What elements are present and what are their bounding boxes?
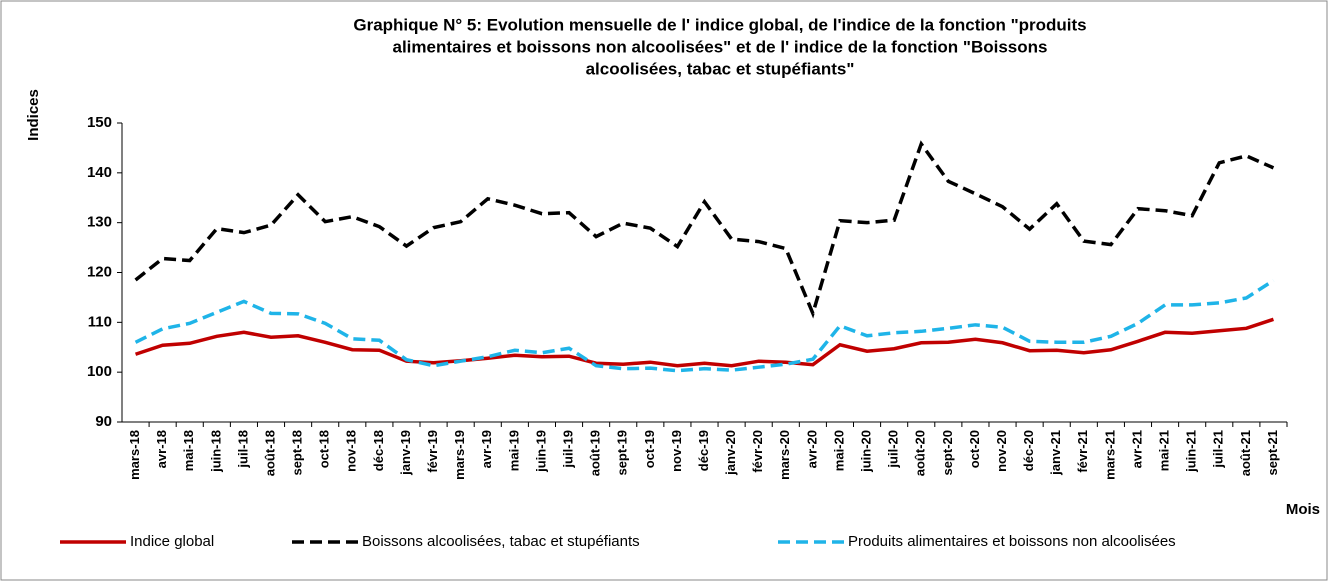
- x-tick-label: juin-18: [208, 430, 223, 473]
- x-tick-label: janv-20: [723, 430, 738, 476]
- x-tick-label: sept-21: [1265, 430, 1280, 476]
- x-tick-label: févr-19: [425, 430, 440, 473]
- x-tick-label: août-21: [1238, 430, 1253, 476]
- x-tick-label: juil-20: [886, 430, 901, 469]
- x-tick-label: oct-18: [317, 430, 332, 468]
- y-tick-label: 130: [87, 214, 112, 231]
- y-axis-label: Indices: [25, 89, 42, 141]
- x-tick-label: août-20: [913, 430, 928, 476]
- x-tick-label: mai-18: [181, 430, 196, 471]
- y-tick-label: 100: [87, 363, 112, 380]
- x-tick-label: mai-19: [506, 430, 521, 471]
- x-tick-label: déc-19: [696, 430, 711, 471]
- legend-label: Boissons alcoolisées, tabac et stupéfian…: [362, 533, 640, 550]
- x-tick-label: mars-18: [127, 430, 142, 480]
- x-tick-label: mars-20: [777, 430, 792, 480]
- x-tick-label: juin-19: [533, 430, 548, 473]
- chart-title: alimentaires et boissons non alcoolisées…: [393, 37, 1048, 56]
- x-tick-label: juil-19: [560, 430, 575, 469]
- x-axis-label: Mois: [1286, 501, 1320, 518]
- y-tick-label: 140: [87, 164, 112, 181]
- x-tick-label: juin-20: [858, 430, 873, 473]
- x-tick-label: déc-18: [371, 430, 386, 471]
- y-tick-label: 150: [87, 114, 112, 131]
- series-line: [134, 317, 1275, 368]
- x-tick-label: mai-20: [831, 430, 846, 471]
- x-tick-label: juin-21: [1184, 430, 1199, 473]
- series-line: [134, 140, 1275, 319]
- x-tick-label: sept-18: [290, 430, 305, 476]
- x-tick-label: oct-20: [967, 430, 982, 468]
- x-tick-label: avr-21: [1129, 430, 1144, 468]
- x-tick-label: juil-18: [235, 430, 250, 469]
- chart-title: alcoolisées, tabac et stupéfiants": [586, 59, 855, 78]
- x-tick-label: sept-20: [940, 430, 955, 476]
- x-tick-label: janv-19: [398, 430, 413, 476]
- x-tick-label: déc-20: [1021, 430, 1036, 471]
- x-tick-label: janv-21: [1048, 430, 1063, 476]
- y-tick-label: 120: [87, 263, 112, 280]
- x-tick-label: oct-19: [642, 430, 657, 468]
- legend-label: Indice global: [130, 533, 214, 550]
- x-tick-label: août-19: [588, 430, 603, 476]
- y-tick-label: 90: [95, 413, 112, 430]
- y-tick-label: 110: [88, 313, 112, 330]
- legend-label: Produits alimentaires et boissons non al…: [848, 533, 1176, 550]
- x-tick-label: mars-21: [1102, 430, 1117, 480]
- x-tick-label: nov-20: [994, 430, 1009, 472]
- x-tick-label: nov-18: [344, 430, 359, 472]
- x-tick-label: févr-21: [1075, 430, 1090, 473]
- x-tick-label: mars-19: [452, 430, 467, 480]
- chart-title: Graphique N° 5: Evolution mensuelle de l…: [353, 15, 1086, 34]
- x-tick-label: mai-21: [1157, 430, 1172, 471]
- x-tick-label: juil-21: [1211, 430, 1226, 469]
- x-tick-label: févr-20: [750, 430, 765, 473]
- x-tick-label: avr-19: [479, 430, 494, 468]
- x-tick-label: sept-19: [615, 430, 630, 476]
- x-tick-label: avr-18: [154, 430, 169, 468]
- x-tick-label: avr-20: [804, 430, 819, 468]
- x-tick-label: août-18: [262, 430, 277, 476]
- x-tick-label: nov-19: [669, 430, 684, 472]
- series-line: [134, 279, 1275, 373]
